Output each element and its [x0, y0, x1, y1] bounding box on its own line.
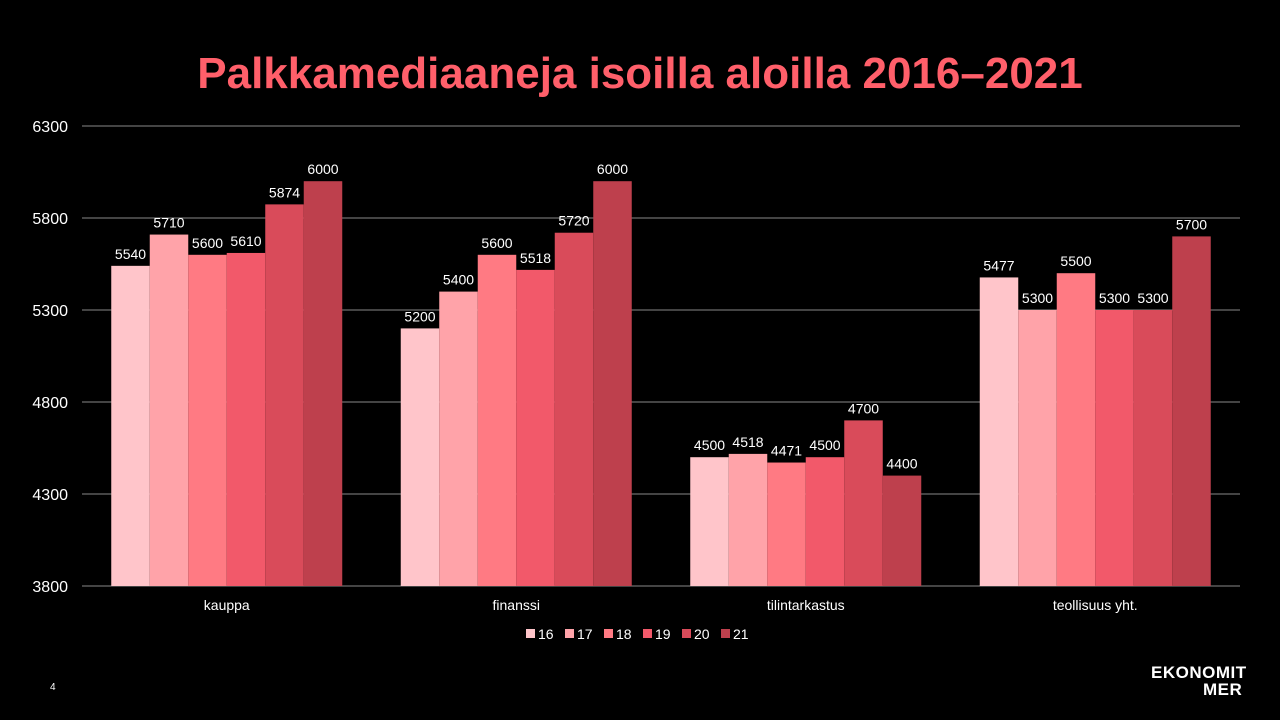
bar	[805, 457, 845, 586]
data-labels: 5540 5710 5600 5610 5874 6000 5200 5400 5600 5518…	[115, 161, 1207, 471]
legend-label: 17	[577, 626, 593, 642]
bar	[226, 252, 266, 586]
data-label: 5200	[404, 308, 435, 324]
legend: 16 17 18 19 20 21	[526, 626, 749, 642]
data-label: 4500	[809, 437, 840, 453]
x-tick-label: kauppa	[204, 597, 250, 613]
bar	[1133, 310, 1173, 586]
data-label: 5500	[1060, 253, 1091, 269]
legend-label: 18	[616, 626, 632, 642]
chart-title: Palkkamediaaneja isoilla aloilla 2016–20…	[197, 49, 1083, 98]
x-axis-ticks: kauppa finanssi tilintarkastus teollisuus y…	[204, 597, 1138, 613]
bar	[690, 457, 729, 586]
x-tick-label: finanssi	[493, 597, 540, 613]
bar	[554, 232, 594, 586]
bar	[149, 234, 189, 586]
data-label: 6000	[307, 161, 338, 177]
bar	[303, 181, 343, 586]
y-tick-label: 4300	[32, 487, 68, 504]
data-label: 5700	[1176, 216, 1207, 232]
bar	[188, 254, 227, 587]
y-tick-label: 4800	[32, 395, 68, 412]
legend-swatch	[604, 629, 613, 638]
x-tick-label: tilintarkastus	[767, 597, 845, 613]
legend-label: 20	[694, 626, 710, 642]
legend-swatch	[682, 629, 691, 638]
y-tick-label: 3800	[32, 579, 68, 596]
data-label: 5610	[230, 233, 261, 249]
data-label: 5600	[192, 235, 223, 251]
page-number: 4	[50, 682, 56, 693]
bar	[111, 265, 150, 586]
bar	[516, 269, 555, 586]
logo-line1: EKONOMIT	[1151, 663, 1247, 682]
bar	[400, 328, 440, 586]
y-tick-label: 5800	[32, 211, 68, 228]
y-tick-label: 6300	[32, 119, 68, 136]
data-label: 5477	[983, 257, 1014, 273]
bar	[979, 277, 1019, 586]
bars	[111, 181, 1211, 587]
bar	[439, 291, 478, 586]
bar	[1056, 273, 1096, 586]
data-label: 4500	[694, 437, 725, 453]
data-label: 5720	[558, 213, 589, 229]
data-label: 4400	[886, 456, 917, 472]
bar	[1018, 310, 1057, 586]
data-label: 5874	[269, 184, 300, 200]
data-label: 5400	[443, 272, 474, 288]
bar	[265, 204, 304, 586]
data-label: 4518	[732, 434, 763, 450]
bar	[728, 453, 768, 586]
legend-swatch	[721, 629, 730, 638]
data-label: 5300	[1137, 290, 1168, 306]
legend-label: 16	[538, 626, 554, 642]
data-label: 5710	[153, 215, 184, 231]
bar	[844, 420, 883, 586]
bar	[882, 475, 922, 586]
legend-swatch	[526, 629, 535, 638]
data-label: 5518	[520, 250, 551, 266]
data-label: 4700	[848, 400, 879, 416]
y-tick-label: 5300	[32, 303, 68, 320]
y-axis-ticks: 3800 4300 4800 5300 5800 6300	[32, 119, 68, 596]
data-label: 5300	[1099, 290, 1130, 306]
bar	[477, 254, 517, 587]
bar	[1172, 236, 1211, 586]
bar	[593, 181, 632, 586]
legend-swatch	[643, 629, 652, 638]
bar	[1095, 310, 1134, 586]
ekonomit-logo: EKONOMIT MER	[1151, 664, 1247, 698]
data-label: 5540	[115, 246, 146, 262]
x-tick-label: teollisuus yht.	[1053, 597, 1138, 613]
legend-swatch	[565, 629, 574, 638]
logo-line2: MER	[1203, 680, 1243, 699]
data-label: 4471	[771, 443, 802, 459]
legend-label: 19	[655, 626, 671, 642]
legend-label: 21	[733, 626, 749, 642]
data-label: 5600	[481, 235, 512, 251]
data-label: 5300	[1022, 290, 1053, 306]
data-label: 6000	[597, 161, 628, 177]
bar	[767, 462, 806, 586]
